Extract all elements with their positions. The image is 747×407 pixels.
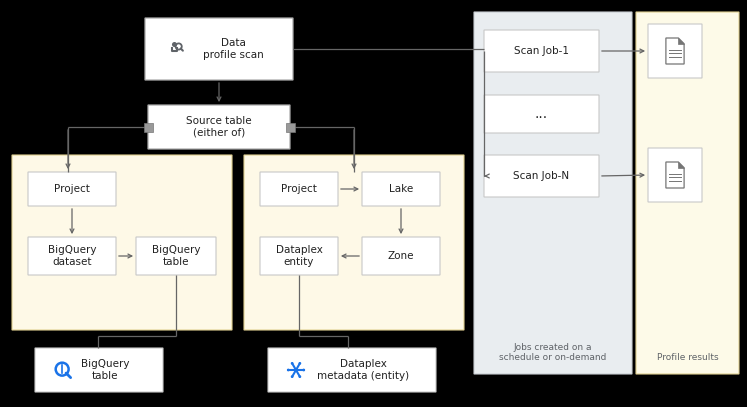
Circle shape (303, 369, 305, 371)
Polygon shape (678, 162, 684, 168)
Text: BigQuery
table: BigQuery table (152, 245, 200, 267)
Text: Dataplex
entity: Dataplex entity (276, 245, 323, 267)
Text: Profile results: Profile results (657, 353, 719, 362)
Bar (285, 123, 294, 131)
Text: BigQuery
dataset: BigQuery dataset (48, 245, 96, 267)
Circle shape (299, 375, 301, 378)
FancyBboxPatch shape (484, 95, 599, 133)
Text: ...: ... (535, 107, 548, 121)
Text: Lake: Lake (389, 184, 413, 194)
Circle shape (299, 362, 301, 365)
FancyBboxPatch shape (484, 30, 599, 72)
FancyBboxPatch shape (362, 237, 440, 275)
FancyBboxPatch shape (484, 155, 599, 197)
FancyBboxPatch shape (244, 155, 464, 330)
FancyBboxPatch shape (28, 172, 116, 206)
FancyBboxPatch shape (362, 172, 440, 206)
FancyBboxPatch shape (648, 148, 702, 202)
FancyBboxPatch shape (12, 155, 232, 330)
Text: BigQuery
table: BigQuery table (81, 359, 129, 381)
Bar (143, 123, 152, 131)
Polygon shape (678, 38, 684, 44)
Text: Source table
(either of): Source table (either of) (186, 116, 252, 138)
FancyBboxPatch shape (260, 172, 338, 206)
FancyBboxPatch shape (636, 12, 739, 374)
Circle shape (291, 362, 294, 365)
Text: Zone: Zone (388, 251, 415, 261)
FancyBboxPatch shape (136, 237, 216, 275)
Text: Dataplex
metadata (entity): Dataplex metadata (entity) (317, 359, 409, 381)
Text: Jobs created on a
schedule or on-demand: Jobs created on a schedule or on-demand (499, 343, 607, 362)
Text: Scan Job-N: Scan Job-N (513, 171, 569, 181)
Text: Project: Project (281, 184, 317, 194)
Circle shape (287, 369, 290, 371)
FancyBboxPatch shape (268, 348, 436, 392)
Circle shape (291, 375, 294, 378)
Polygon shape (666, 162, 684, 188)
Circle shape (172, 42, 177, 47)
Text: Project: Project (54, 184, 90, 194)
Text: Data
profile scan: Data profile scan (202, 38, 264, 60)
Circle shape (294, 368, 298, 372)
FancyBboxPatch shape (145, 18, 293, 80)
FancyBboxPatch shape (260, 237, 338, 275)
FancyBboxPatch shape (474, 12, 632, 374)
Text: Scan Job-1: Scan Job-1 (514, 46, 569, 56)
FancyBboxPatch shape (148, 105, 290, 149)
FancyBboxPatch shape (35, 348, 163, 392)
FancyBboxPatch shape (28, 237, 116, 275)
Polygon shape (666, 38, 684, 64)
FancyBboxPatch shape (648, 24, 702, 78)
